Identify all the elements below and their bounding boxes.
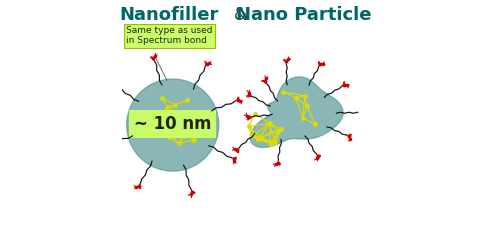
Text: Nano Particle: Nano Particle: [236, 6, 372, 24]
Text: &: &: [234, 6, 246, 24]
Polygon shape: [250, 77, 343, 148]
Text: ~ 10 nm: ~ 10 nm: [134, 115, 212, 133]
Text: Nanofiller: Nanofiller: [120, 6, 219, 24]
Text: Same type as used
in Spectrum bond: Same type as used in Spectrum bond: [126, 26, 213, 45]
Circle shape: [127, 79, 219, 171]
